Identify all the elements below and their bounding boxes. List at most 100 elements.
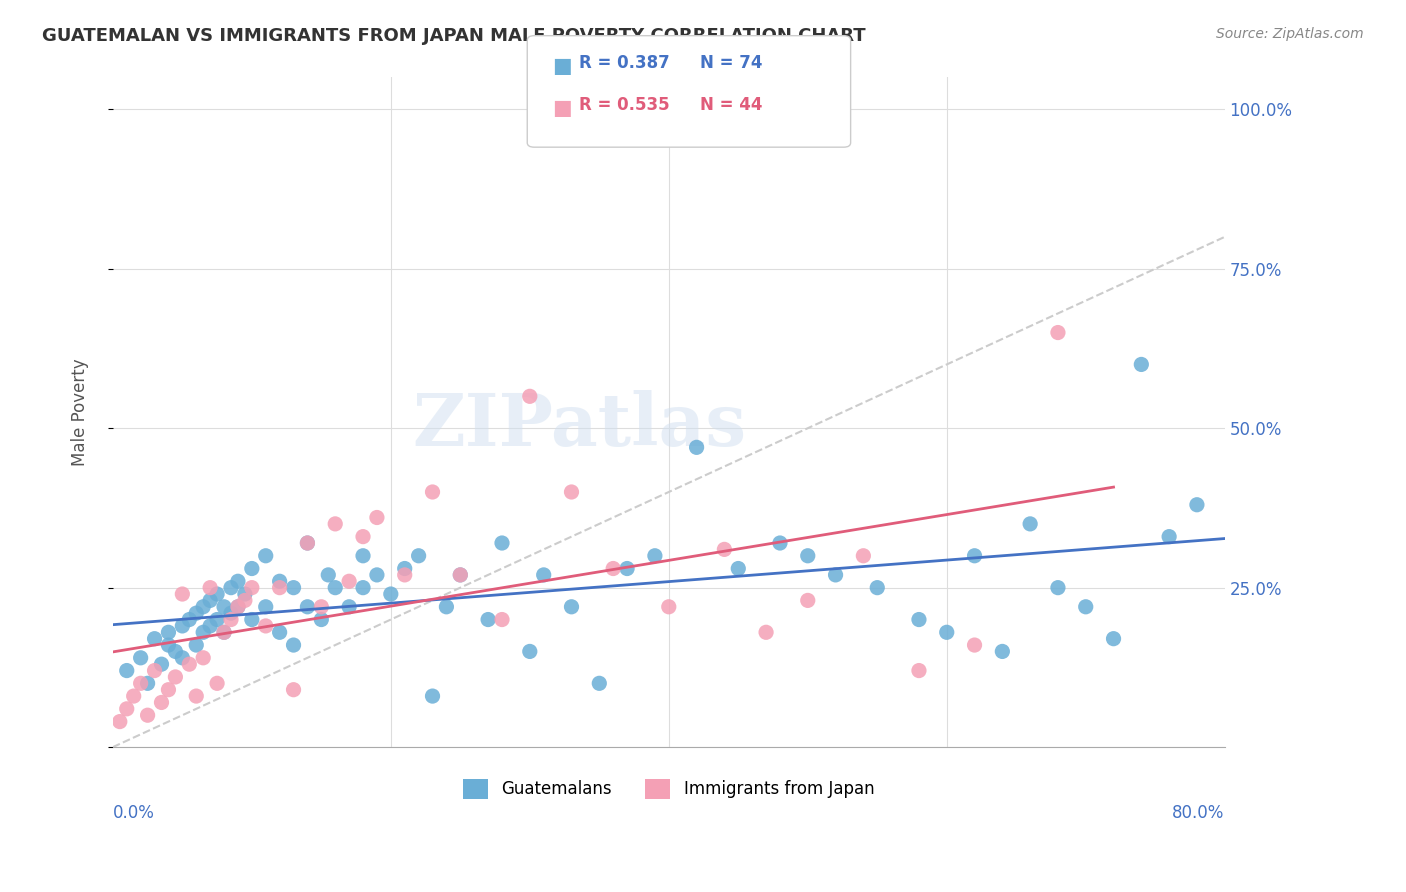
Immigrants from Japan — [337, 574, 360, 589]
Guatemalans — [297, 536, 319, 550]
Guatemalans — [1159, 530, 1181, 544]
Guatemalans — [1130, 358, 1153, 372]
Guatemalans — [644, 549, 666, 563]
Immigrants from Japan — [186, 689, 208, 703]
Text: 80.0%: 80.0% — [1173, 804, 1225, 822]
Text: Source: ZipAtlas.com: Source: ZipAtlas.com — [1216, 27, 1364, 41]
Guatemalans — [560, 599, 582, 614]
Guatemalans — [436, 599, 458, 614]
Y-axis label: Male Poverty: Male Poverty — [72, 359, 89, 467]
Immigrants from Japan — [323, 516, 346, 531]
Immigrants from Japan — [129, 676, 152, 690]
Immigrants from Japan — [311, 599, 333, 614]
Guatemalans — [588, 676, 610, 690]
Guatemalans — [212, 625, 235, 640]
Immigrants from Japan — [205, 676, 228, 690]
Guatemalans — [283, 581, 305, 595]
Immigrants from Japan — [1046, 326, 1069, 340]
Guatemalans — [269, 574, 291, 589]
Immigrants from Japan — [366, 510, 388, 524]
Guatemalans — [193, 599, 215, 614]
Text: 0.0%: 0.0% — [112, 804, 155, 822]
Guatemalans — [963, 549, 986, 563]
Guatemalans — [769, 536, 792, 550]
Immigrants from Japan — [219, 613, 242, 627]
Immigrants from Japan — [165, 670, 187, 684]
Guatemalans — [449, 568, 471, 582]
Guatemalans — [1046, 581, 1069, 595]
Immigrants from Japan — [519, 389, 541, 403]
Guatemalans — [394, 561, 416, 575]
Immigrants from Japan — [193, 650, 215, 665]
Immigrants from Japan — [143, 664, 166, 678]
Guatemalans — [193, 625, 215, 640]
Immigrants from Japan — [226, 599, 249, 614]
Guatemalans — [165, 644, 187, 658]
Legend: Guatemalans, Immigrants from Japan: Guatemalans, Immigrants from Japan — [457, 772, 882, 805]
Guatemalans — [157, 638, 180, 652]
Guatemalans — [226, 574, 249, 589]
Guatemalans — [352, 549, 374, 563]
Text: R = 0.387: R = 0.387 — [579, 54, 671, 72]
Guatemalans — [323, 581, 346, 595]
Guatemalans — [283, 638, 305, 652]
Immigrants from Japan — [179, 657, 201, 672]
Guatemalans — [254, 599, 277, 614]
Guatemalans — [186, 606, 208, 620]
Guatemalans — [240, 561, 263, 575]
Guatemalans — [1185, 498, 1208, 512]
Guatemalans — [311, 613, 333, 627]
Immigrants from Japan — [394, 568, 416, 582]
Guatemalans — [685, 441, 707, 455]
Immigrants from Japan — [449, 568, 471, 582]
Guatemalans — [380, 587, 402, 601]
Immigrants from Japan — [297, 536, 319, 550]
Guatemalans — [866, 581, 889, 595]
Guatemalans — [143, 632, 166, 646]
Guatemalans — [1102, 632, 1125, 646]
Guatemalans — [1074, 599, 1097, 614]
Immigrants from Japan — [212, 625, 235, 640]
Immigrants from Japan — [108, 714, 131, 729]
Guatemalans — [422, 689, 444, 703]
Guatemalans — [198, 593, 221, 607]
Guatemalans — [172, 619, 194, 633]
Immigrants from Japan — [602, 561, 624, 575]
Guatemalans — [136, 676, 159, 690]
Guatemalans — [129, 650, 152, 665]
Text: R = 0.535: R = 0.535 — [579, 96, 669, 114]
Immigrants from Japan — [713, 542, 735, 557]
Immigrants from Japan — [283, 682, 305, 697]
Guatemalans — [226, 599, 249, 614]
Guatemalans — [533, 568, 555, 582]
Immigrants from Japan — [908, 664, 931, 678]
Guatemalans — [352, 581, 374, 595]
Immigrants from Japan — [352, 530, 374, 544]
Guatemalans — [198, 619, 221, 633]
Text: ZIPatlas: ZIPatlas — [413, 390, 747, 461]
Immigrants from Japan — [491, 613, 513, 627]
Immigrants from Japan — [240, 581, 263, 595]
Guatemalans — [477, 613, 499, 627]
Guatemalans — [935, 625, 957, 640]
Guatemalans — [233, 587, 256, 601]
Text: ■: ■ — [553, 98, 572, 118]
Guatemalans — [205, 587, 228, 601]
Immigrants from Japan — [269, 581, 291, 595]
Immigrants from Japan — [797, 593, 820, 607]
Text: GUATEMALAN VS IMMIGRANTS FROM JAPAN MALE POVERTY CORRELATION CHART: GUATEMALAN VS IMMIGRANTS FROM JAPAN MALE… — [42, 27, 866, 45]
Immigrants from Japan — [122, 689, 145, 703]
Guatemalans — [269, 625, 291, 640]
Guatemalans — [205, 613, 228, 627]
Guatemalans — [186, 638, 208, 652]
Guatemalans — [297, 599, 319, 614]
Guatemalans — [172, 650, 194, 665]
Guatemalans — [991, 644, 1014, 658]
Guatemalans — [491, 536, 513, 550]
Guatemalans — [797, 549, 820, 563]
Guatemalans — [366, 568, 388, 582]
Guatemalans — [179, 613, 201, 627]
Guatemalans — [316, 568, 339, 582]
Guatemalans — [727, 561, 749, 575]
Guatemalans — [519, 644, 541, 658]
